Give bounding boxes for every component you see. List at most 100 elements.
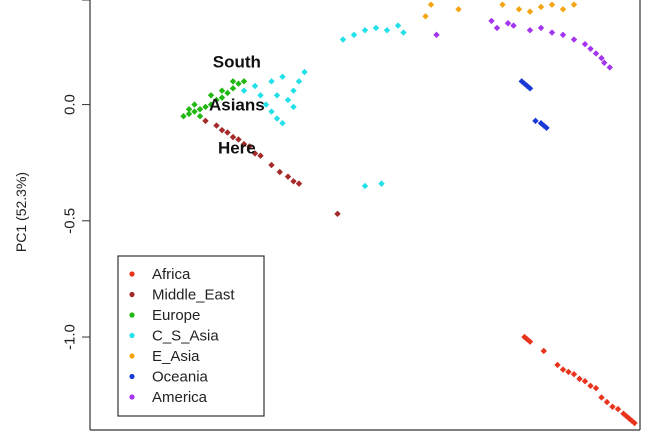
data-point (229, 85, 237, 92)
data-point (515, 6, 523, 13)
data-point (207, 92, 215, 99)
legend-label: Oceania (152, 369, 209, 386)
data-point (284, 173, 292, 180)
data-point (268, 78, 275, 85)
data-point (202, 103, 209, 111)
data-point (427, 1, 435, 8)
data-point (559, 366, 567, 373)
data-point (284, 96, 292, 104)
data-point (526, 27, 534, 34)
data-point (218, 126, 226, 134)
data-point (268, 108, 275, 115)
data-point (361, 182, 369, 190)
annotation-label: Asians (209, 95, 265, 114)
data-point (268, 161, 275, 169)
data-point (504, 20, 512, 27)
data-point (295, 78, 303, 85)
legend-marker (129, 291, 135, 298)
data-point (543, 124, 550, 132)
data-point (532, 117, 539, 125)
data-point (334, 210, 341, 218)
data-point (499, 1, 506, 8)
data-point (257, 152, 264, 159)
annotations-group: South Asians Here (209, 52, 265, 157)
y-tick-label: -0.5 (62, 208, 79, 234)
data-point (598, 394, 605, 401)
data-point (240, 87, 248, 94)
data-point (218, 87, 226, 94)
legend-label: Middle_East (152, 287, 235, 304)
data-point (526, 8, 534, 15)
data-point (565, 368, 572, 376)
data-point (191, 101, 198, 108)
data-point (488, 17, 495, 25)
data-point (202, 117, 209, 125)
data-point (576, 375, 583, 383)
data-point (537, 24, 545, 32)
data-point (218, 94, 226, 101)
data-point (631, 419, 638, 427)
data-point (493, 24, 501, 32)
data-point (433, 31, 440, 39)
data-point (526, 338, 534, 345)
data-point (196, 106, 204, 113)
data-point (224, 89, 231, 97)
data-point (251, 150, 259, 157)
data-point (587, 45, 594, 53)
legend-box (117, 255, 265, 417)
legend-label: E_Asia (152, 348, 200, 365)
data-point (422, 13, 429, 20)
data-point (180, 113, 187, 120)
legend-label: America (152, 389, 208, 406)
data-point (559, 31, 567, 39)
data-point (251, 82, 259, 90)
data-point (394, 22, 402, 29)
data-point (350, 31, 358, 39)
data-point (279, 73, 286, 80)
data-point (383, 27, 391, 34)
data-point (592, 50, 600, 57)
data-point (235, 136, 242, 143)
legend-label: Europe (152, 307, 200, 324)
legend-marker (129, 353, 135, 359)
legend-marker (129, 332, 135, 339)
y-tick-label: 0.0 (62, 94, 79, 115)
data-point (378, 180, 385, 187)
legend-label: C_S_Asia (152, 328, 219, 345)
data-point (295, 180, 303, 187)
data-point (279, 119, 286, 127)
data-point (510, 22, 517, 29)
legend: Africa Middle_East Europe C_S_Asia E_Asia Oce… (117, 255, 265, 417)
legend-marker (129, 271, 135, 277)
legend-marker (129, 312, 135, 318)
data-point (224, 129, 231, 136)
data-point (455, 6, 462, 13)
data-point (570, 1, 578, 8)
data-point (587, 382, 594, 390)
data-point (609, 403, 616, 410)
data-point (559, 6, 567, 13)
data-point (301, 68, 308, 76)
data-point (290, 103, 297, 111)
data-point (273, 92, 281, 99)
data-point (257, 92, 264, 99)
data-point (548, 1, 556, 8)
data-point (290, 87, 297, 94)
points-group (180, 1, 638, 427)
data-point (540, 347, 547, 355)
data-point (213, 122, 220, 129)
data-point (581, 377, 589, 385)
data-point (372, 24, 380, 32)
data-point (361, 27, 369, 34)
data-point (290, 178, 297, 185)
data-point (229, 133, 237, 141)
data-point (235, 80, 242, 87)
data-point (273, 115, 281, 122)
data-point (213, 96, 220, 104)
data-point (570, 36, 578, 43)
data-point (581, 40, 589, 48)
data-point (240, 78, 248, 85)
data-point (229, 78, 237, 85)
data-point (606, 64, 613, 71)
